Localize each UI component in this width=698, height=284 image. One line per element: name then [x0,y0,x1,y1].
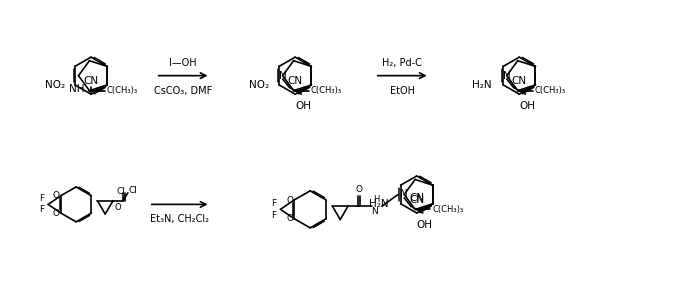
Text: CN: CN [409,195,424,204]
Text: N: N [503,71,511,81]
Text: F: F [39,194,44,203]
Text: N: N [401,189,408,199]
Text: NO₂: NO₂ [45,80,65,90]
Text: EtOH: EtOH [389,85,415,95]
Text: F: F [272,211,276,220]
Text: CsCO₃, DMF: CsCO₃, DMF [154,85,212,95]
Text: NO₂: NO₂ [248,80,269,90]
Text: CN: CN [409,193,424,203]
Text: OH: OH [519,101,535,111]
Text: O: O [53,208,60,218]
Text: H₂N: H₂N [369,199,389,209]
Text: N: N [279,71,287,81]
Text: N: N [371,207,378,216]
Text: CN: CN [84,76,98,86]
Text: C(CH₃)₃: C(CH₃)₃ [311,86,342,95]
Text: I—OH: I—OH [170,58,197,68]
Text: O: O [286,196,293,204]
Text: CN: CN [512,76,527,86]
Text: O: O [355,185,362,194]
Text: C(CH₃)₃: C(CH₃)₃ [107,86,138,95]
Text: OH: OH [417,220,433,230]
Text: O: O [115,203,121,212]
Text: F: F [272,199,276,208]
Text: O: O [53,191,60,200]
Text: H₂N: H₂N [472,80,491,90]
Text: OH: OH [295,101,311,111]
Text: H₂, Pd-C: H₂, Pd-C [383,58,422,68]
Text: Cl: Cl [129,186,138,195]
Text: O: O [286,214,293,223]
Text: NH: NH [69,84,84,94]
Text: CN: CN [288,76,303,86]
Text: F: F [39,205,44,214]
Text: H: H [373,195,379,204]
Text: C(CH₃)₃: C(CH₃)₃ [432,205,463,214]
Text: C(CH₃)₃: C(CH₃)₃ [535,86,566,95]
Text: Et₃N, CH₂Cl₂: Et₃N, CH₂Cl₂ [150,214,209,224]
Text: Cl: Cl [117,187,126,196]
